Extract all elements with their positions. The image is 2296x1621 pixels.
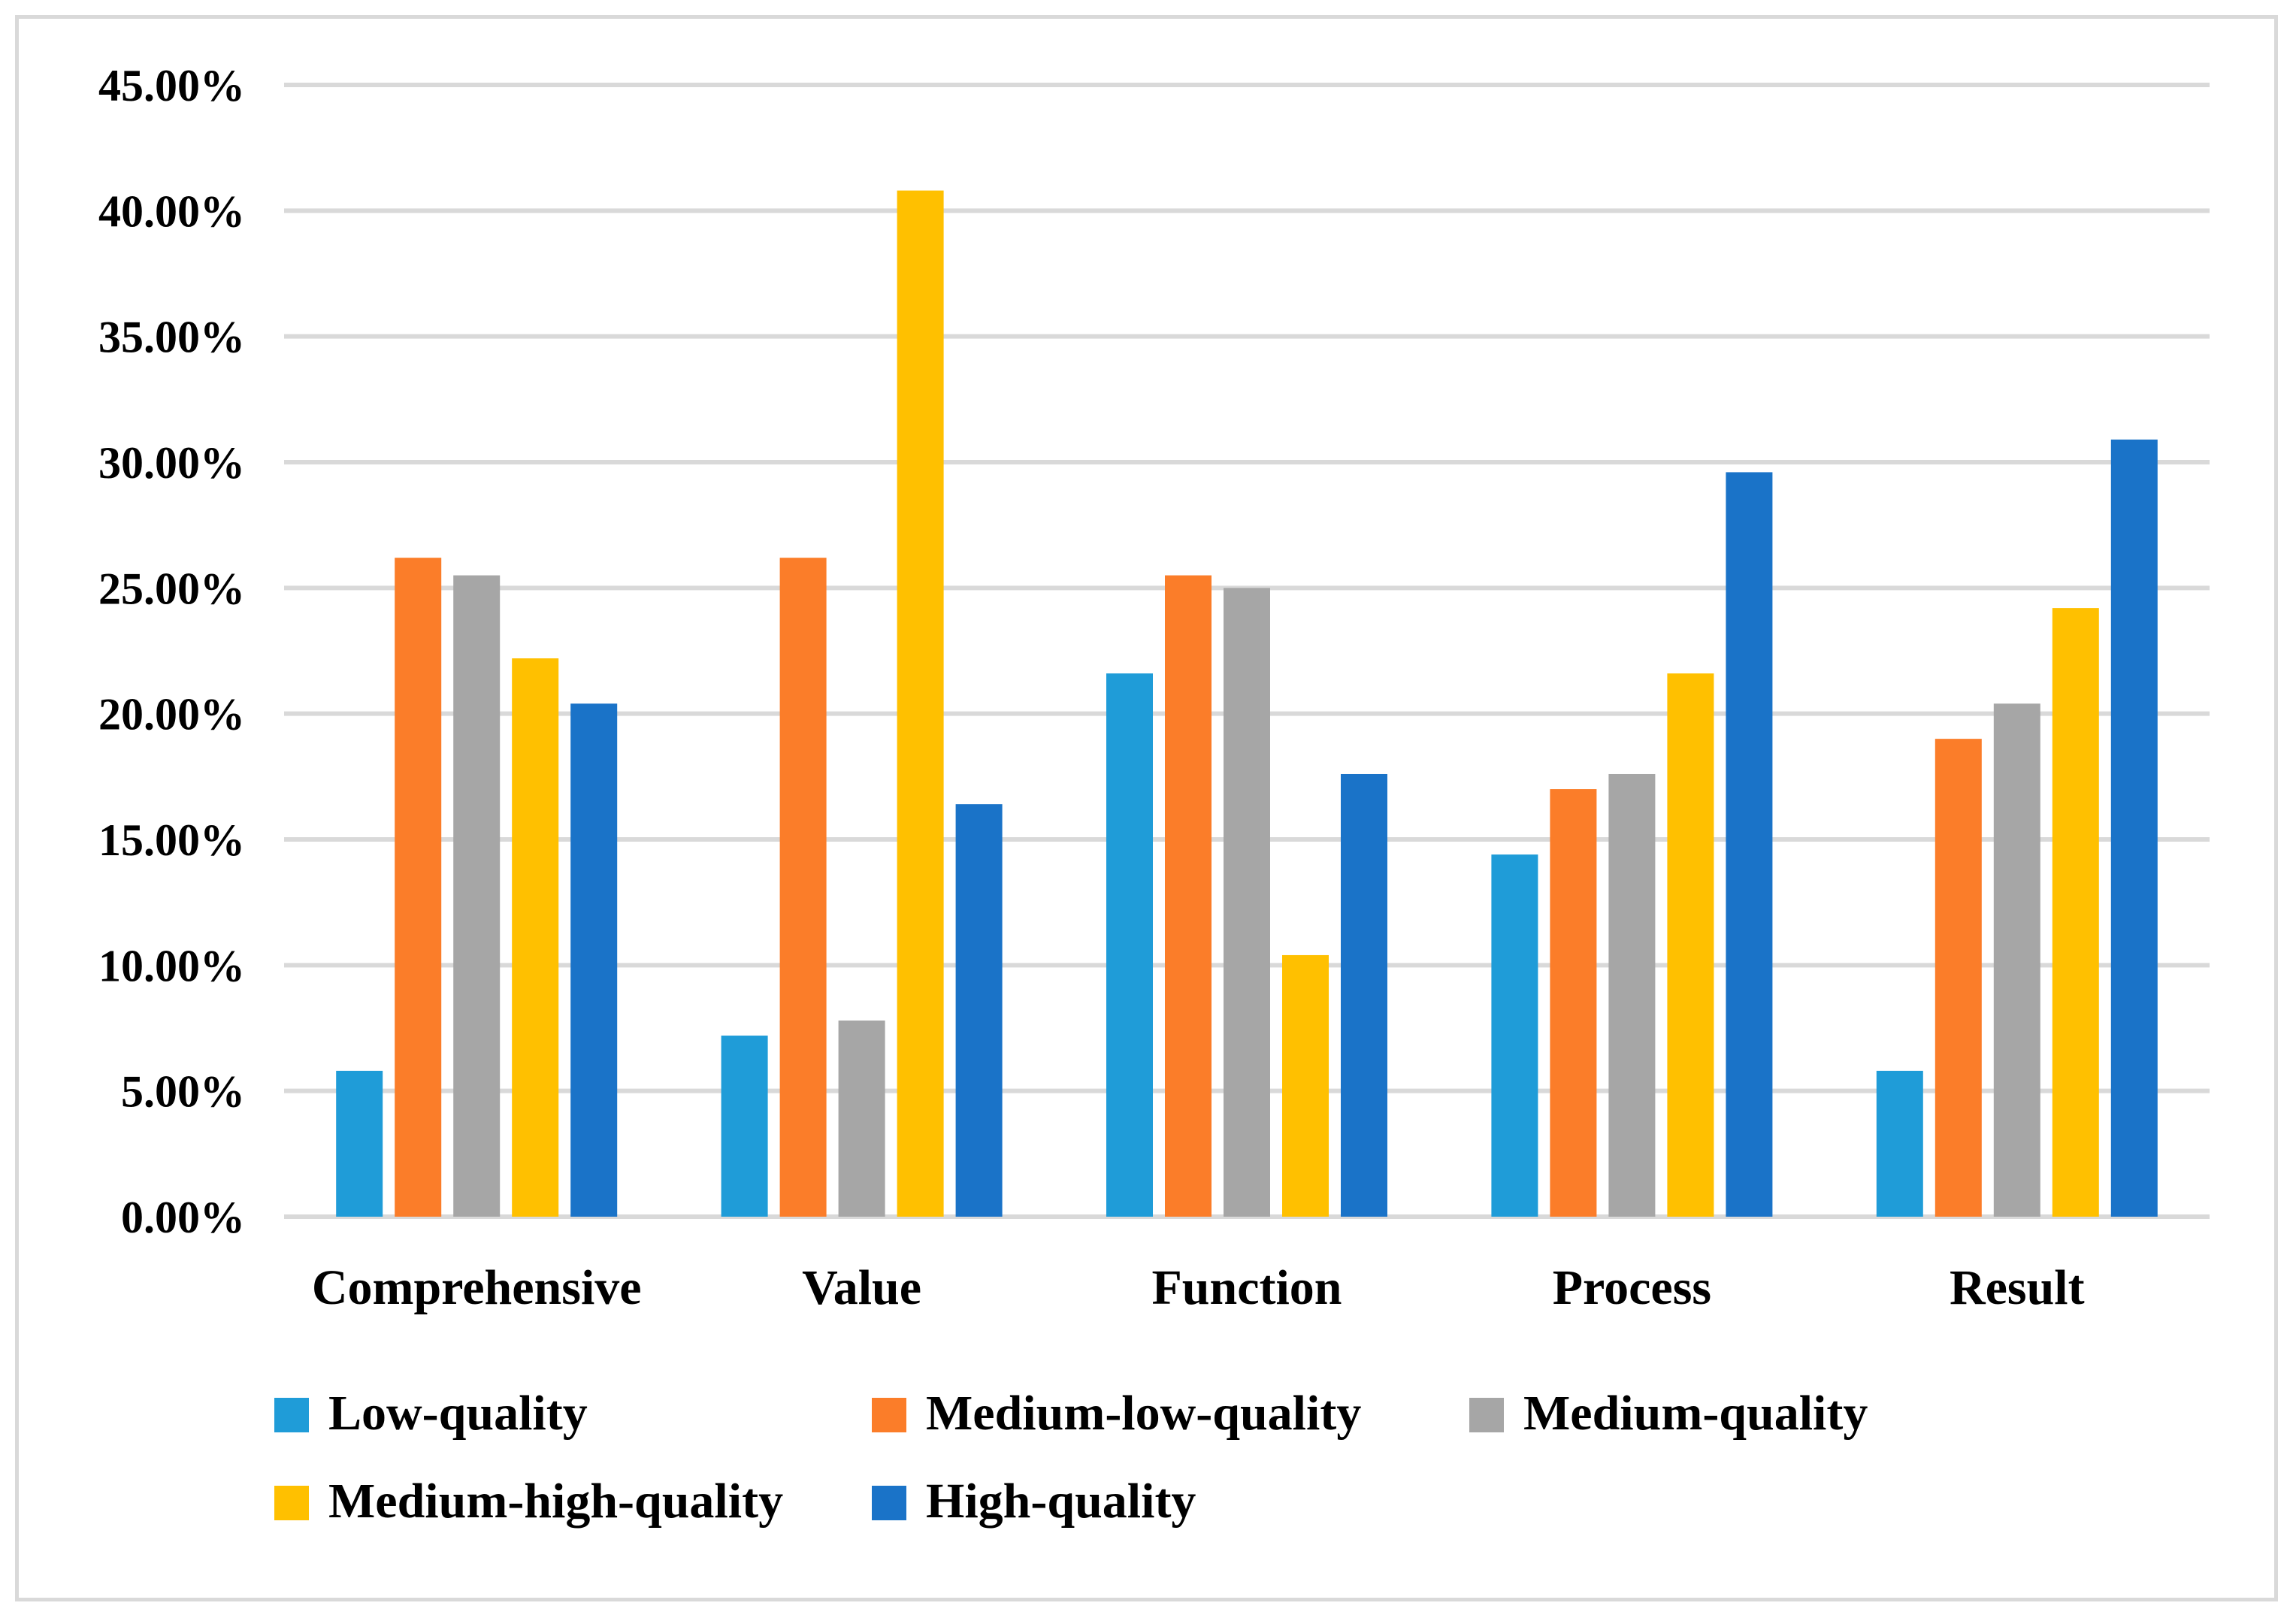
bar-low-quality-function	[1106, 673, 1153, 1217]
x-category-label: Comprehensive	[312, 1260, 642, 1315]
legend-item: Medium-quality	[1469, 1386, 1868, 1441]
bar-high-quality-process	[1726, 472, 1773, 1217]
bar-low-quality-result	[1876, 1070, 1923, 1217]
bar-medium-low-quality-value	[779, 558, 827, 1217]
bar-medium-quality-comprehensive	[453, 575, 501, 1217]
y-tick-label: 45.00%	[98, 61, 245, 110]
bar-medium-low-quality-result	[1935, 739, 1982, 1217]
legend-swatch	[274, 1398, 309, 1432]
bar-high-quality-value	[955, 804, 1003, 1217]
bar-medium-quality-function	[1224, 588, 1270, 1217]
legend-swatch	[1469, 1398, 1504, 1432]
bar-medium-high-quality-process	[1667, 673, 1714, 1217]
bar-medium-quality-result	[1993, 703, 2040, 1217]
x-category-label: Value	[802, 1260, 921, 1315]
bar-medium-high-quality-comprehensive	[512, 658, 559, 1217]
bar-low-quality-process	[1491, 854, 1538, 1217]
legend-label: Low-quality	[328, 1386, 588, 1441]
bar-medium-low-quality-function	[1165, 575, 1212, 1217]
bar-medium-high-quality-function	[1282, 954, 1329, 1217]
y-tick-label: 10.00%	[98, 941, 245, 990]
bar-medium-low-quality-process	[1550, 789, 1597, 1217]
bar-medium-low-quality-comprehensive	[395, 558, 442, 1217]
x-category-label: Function	[1151, 1260, 1342, 1315]
legend-item: Medium-high-quality	[274, 1474, 783, 1529]
y-tick-label: 15.00%	[98, 815, 245, 865]
y-tick-label: 40.00%	[98, 186, 245, 236]
bar-high-quality-function	[1341, 773, 1387, 1217]
x-category-label: Process	[1553, 1260, 1711, 1315]
x-category-label: Result	[1950, 1260, 2085, 1315]
legend-swatch	[872, 1486, 906, 1520]
y-tick-label: 5.00%	[121, 1067, 245, 1117]
legend-swatch	[274, 1486, 309, 1520]
bar-low-quality-value	[721, 1036, 768, 1217]
legend-swatch	[872, 1398, 906, 1432]
bar-high-quality-result	[2110, 439, 2158, 1217]
bar-medium-quality-process	[1608, 773, 1656, 1217]
legend-item: Low-quality	[274, 1386, 588, 1441]
bar-high-quality-comprehensive	[570, 703, 618, 1217]
bar-medium-high-quality-value	[897, 190, 944, 1217]
y-tick-label: 35.00%	[98, 313, 245, 362]
y-tick-label: 30.00%	[98, 438, 245, 488]
legend-label: Medium-low-quality	[926, 1386, 1361, 1441]
legend-item: Medium-low-quality	[872, 1386, 1361, 1441]
legend-label: High-quality	[926, 1474, 1196, 1529]
legend: Low-quality Medium-low-quality Medium-qual…	[274, 1386, 1868, 1529]
bar-low-quality-comprehensive	[336, 1070, 383, 1217]
legend-label: Medium-quality	[1523, 1386, 1868, 1441]
y-tick-label: 25.00%	[98, 564, 245, 613]
y-tick-label: 0.00%	[121, 1193, 245, 1242]
legend-label: Medium-high-quality	[328, 1474, 783, 1529]
bar-medium-high-quality-result	[2052, 608, 2099, 1217]
bar-medium-quality-value	[838, 1020, 885, 1217]
legend-item: High-quality	[872, 1474, 1196, 1529]
bars	[336, 190, 2158, 1217]
y-tick-label: 20.00%	[98, 690, 245, 739]
y-axis-tick-labels: 0.00% 5.00% 10.00% 15.00% 20.00% 25.00% 30.00%…	[98, 61, 245, 1242]
x-axis-category-labels: Comprehensive Value Function Process Result	[312, 1260, 2085, 1315]
